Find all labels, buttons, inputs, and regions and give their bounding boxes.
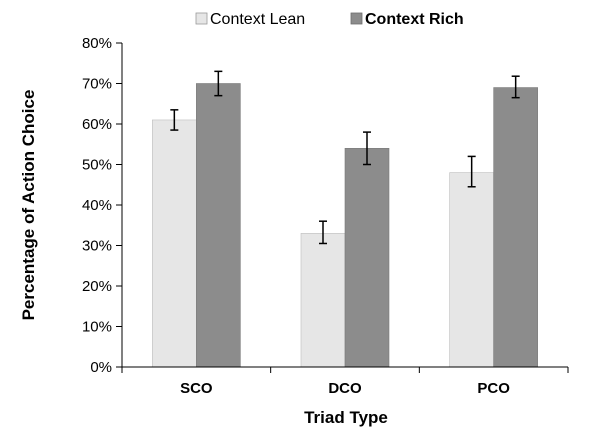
y-tick-label: 30% <box>82 238 112 255</box>
y-tick-label: 50% <box>82 157 112 174</box>
y-tick-label: 60% <box>82 116 112 133</box>
legend-swatch <box>350 12 363 25</box>
y-axis-title: Percentage of Action Choice <box>19 90 38 321</box>
y-tick-label: 80% <box>82 35 112 52</box>
bar-context-rich-dco <box>344 148 390 368</box>
bars <box>152 83 538 368</box>
legend-label: Context Rich <box>365 11 464 28</box>
y-axis: 0% 10% 20% 30% 40% 50% 60% 70% 80% <box>82 35 123 376</box>
bar-context-rich-sco <box>196 83 241 368</box>
y-tick-label: 20% <box>82 278 112 295</box>
x-tick-label: PCO <box>477 380 510 397</box>
legend-label: Context Lean <box>210 11 305 28</box>
y-tick-label: 70% <box>82 76 112 93</box>
y-tick-label: 0% <box>90 359 112 376</box>
legend: Context Lean Context Rich <box>195 11 464 28</box>
x-axis-title: Triad Type <box>304 408 388 427</box>
bar-context-rich-pco <box>493 87 538 368</box>
bar-context-lean-pco <box>449 172 494 368</box>
x-axis: SCO DCO PCO <box>121 366 569 397</box>
legend-swatch <box>195 12 208 25</box>
y-tick-label: 10% <box>82 319 112 336</box>
bar-context-lean-sco <box>152 119 197 368</box>
y-tick-label: 40% <box>82 197 112 214</box>
x-tick-label: DCO <box>328 380 362 397</box>
x-tick-label: SCO <box>180 380 213 397</box>
bar-context-lean-dco <box>300 233 346 368</box>
error-bars <box>170 70 520 245</box>
